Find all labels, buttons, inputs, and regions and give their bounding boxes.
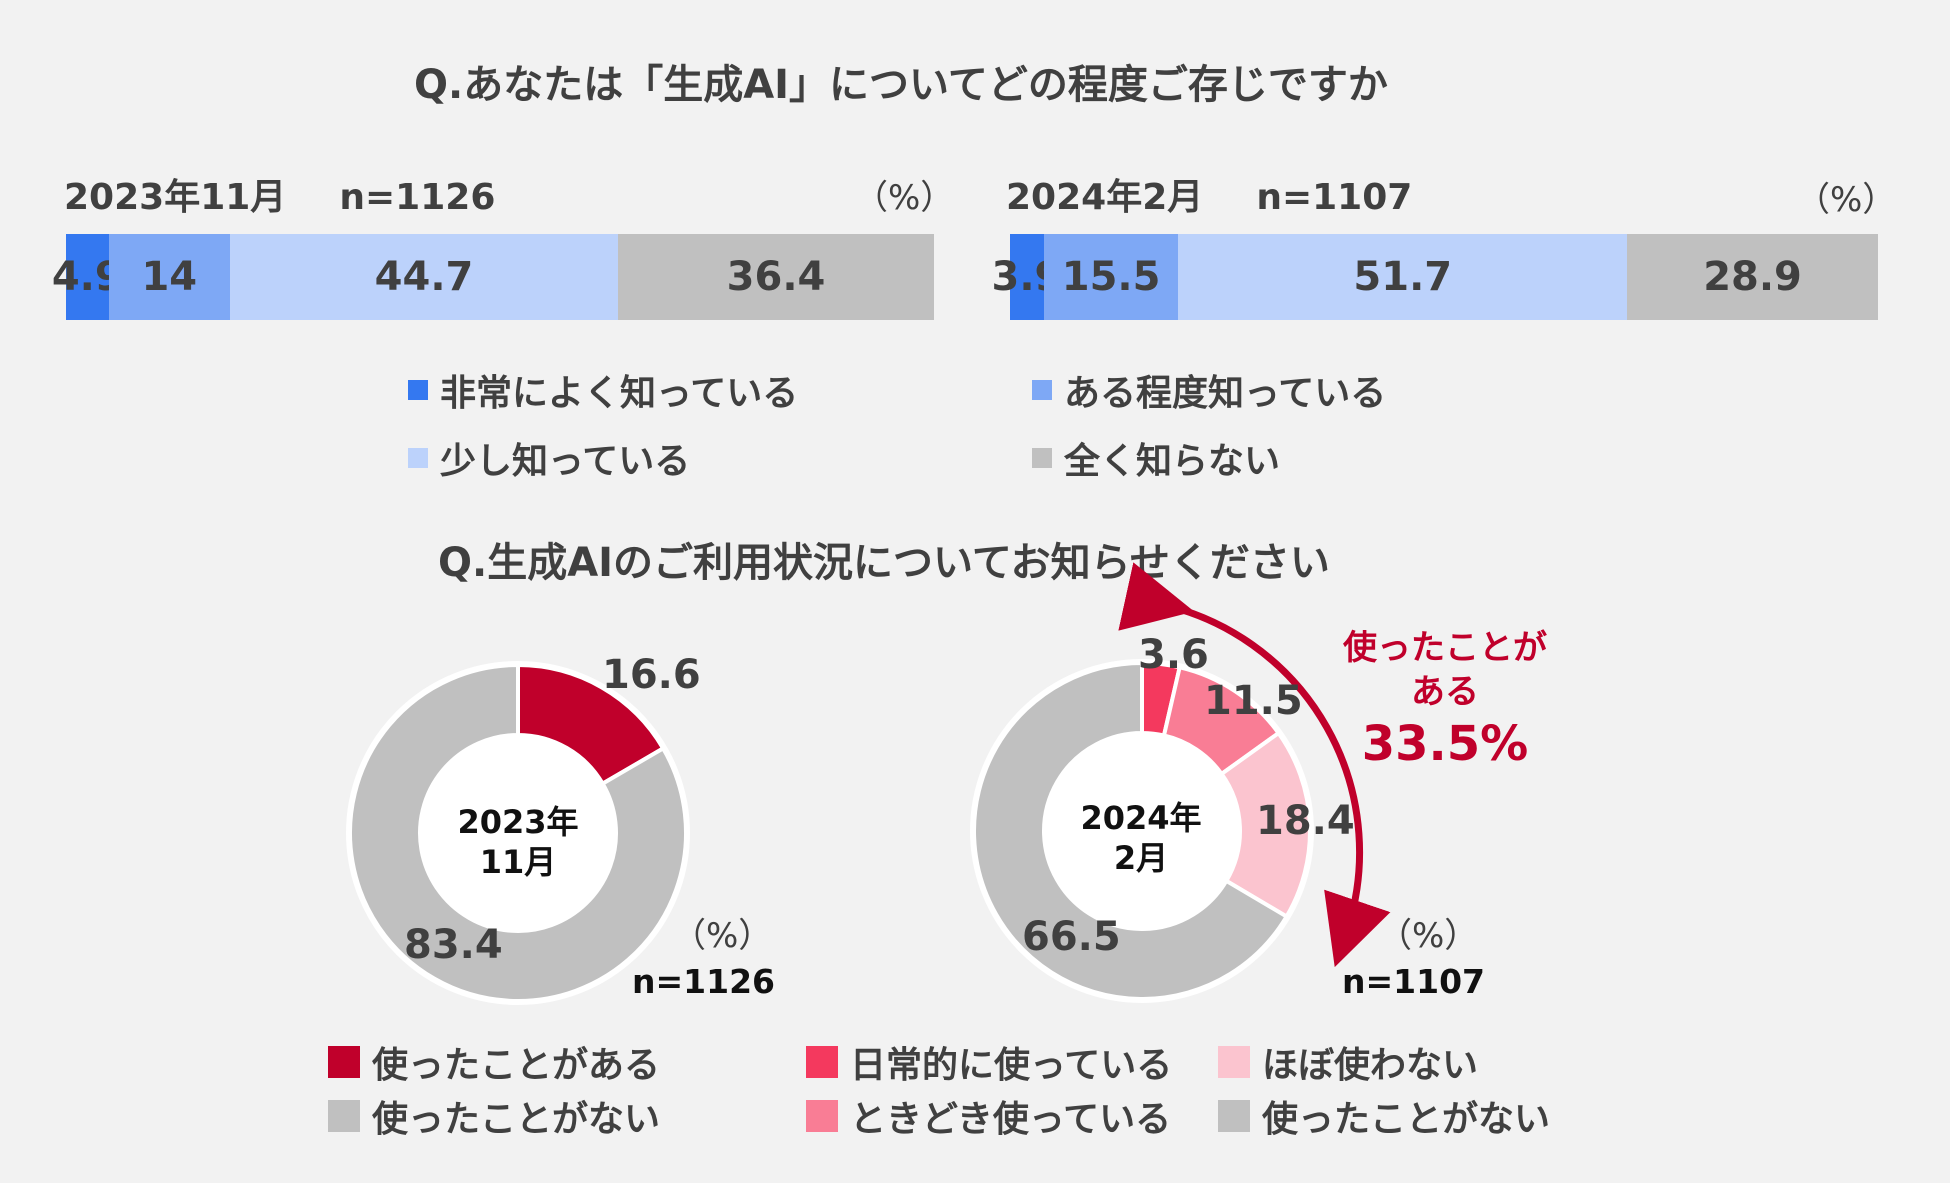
- donut-2023-n: n=1126: [632, 962, 775, 1001]
- legend-swatch-rarely: [1218, 1046, 1250, 1078]
- legend-item-rarely: ほぼ使わない: [1218, 1036, 1478, 1088]
- callout-value: 33.5%: [1361, 716, 1529, 772]
- donut-2024-label-daily: 3.6: [1138, 632, 1209, 678]
- donut-2024-label-rarely: 18.4: [1256, 798, 1355, 844]
- bar-2023-segment-somewhat: 14: [108, 234, 231, 320]
- bar-2024-segment-little: 51.7: [1178, 234, 1628, 320]
- bar-2023-value-little: 44.7: [374, 254, 474, 300]
- bar-2024-header: 2024年2月 n=1107: [1006, 168, 1412, 220]
- legend-item-used: 使ったことがある: [328, 1036, 660, 1088]
- legend-swatch-never-2023: [328, 1100, 360, 1132]
- bar-2023-header: 2023年11月 n=1126: [64, 168, 495, 220]
- legend-label-not-at-all: 全く知らない: [1064, 441, 1281, 482]
- donut-2023-center-line1: 2023年: [457, 803, 579, 841]
- donut-2023-label-never: 83.4: [404, 922, 503, 968]
- donut-2023-unit: （%）: [672, 916, 773, 956]
- callout-arc-arrow: [1118, 562, 1391, 968]
- legend-item-not-at-all: 全く知らない: [1032, 432, 1280, 484]
- legend-swatch-never-2024: [1218, 1100, 1250, 1132]
- bar-2024-value-somewhat: 15.5: [1061, 254, 1161, 300]
- legend-label-little: 少し知っている: [440, 441, 691, 482]
- bar-2024-value-not-at-all: 28.9: [1703, 254, 1802, 300]
- legend-item-daily: 日常的に使っている: [806, 1036, 1172, 1088]
- stacked-bar-2023: 4.9 14 44.7 36.4: [52, 234, 934, 320]
- callout-line2: ある: [1411, 672, 1479, 712]
- bar-2023-unit: （%）: [854, 178, 955, 218]
- legend-swatch-little: [408, 448, 428, 468]
- bar-2023-period: 2023年11月: [64, 177, 287, 218]
- legend-item-little: 少し知っている: [408, 432, 690, 484]
- donut-2024-center-line1: 2024年: [1080, 799, 1202, 837]
- bar-2023-segment-little: 44.7: [230, 234, 619, 320]
- bar-2024-period: 2024年2月: [1006, 177, 1204, 218]
- legend-swatch-somewhat: [1032, 380, 1052, 400]
- legend-item-never-2023: 使ったことがない: [328, 1090, 660, 1142]
- donut-2023-outer-ring: [346, 661, 690, 1005]
- donut-2024-label-sometimes: 11.5: [1204, 678, 1303, 724]
- bar-2024-value-little: 51.7: [1353, 254, 1453, 300]
- legend-swatch-very-well: [408, 380, 428, 400]
- legend-item-somewhat: ある程度知っている: [1032, 364, 1386, 416]
- legend-label-never-2024: 使ったことがない: [1262, 1099, 1551, 1140]
- legend-swatch-used: [328, 1046, 360, 1078]
- donut-2023-hole: [420, 735, 616, 931]
- bar-2023-segment-not-at-all: 36.4: [618, 234, 934, 320]
- bar-2024-segment-somewhat: 15.5: [1043, 234, 1179, 320]
- donut-2024-n: n=1107: [1342, 962, 1485, 1001]
- legend-label-rarely: ほぼ使わない: [1262, 1045, 1479, 1086]
- bar-2023-value-not-at-all: 36.4: [726, 254, 826, 300]
- legend-label-somewhat: ある程度知っている: [1064, 373, 1387, 414]
- bar-2024-segment-not-at-all: 28.9: [1627, 234, 1878, 320]
- legend-label-used: 使ったことがある: [372, 1045, 661, 1086]
- legend-item-sometimes: ときどき使っている: [806, 1090, 1171, 1142]
- bar-2023-value-somewhat: 14: [141, 254, 198, 300]
- legend-label-very-well: 非常によく知っている: [440, 373, 799, 414]
- donut-2023-center-line2: 11月: [479, 843, 557, 881]
- callout-used-total: 使ったことが ある 33.5%: [1320, 626, 1570, 774]
- donut-2024-label-never: 66.5: [1022, 914, 1121, 960]
- legend-label-daily: 日常的に使っている: [850, 1045, 1173, 1086]
- legend-swatch-sometimes: [806, 1100, 838, 1132]
- awareness-title: Q.あなたは「生成AI」についてどの程度ご存じですか: [414, 62, 1388, 108]
- donut-2023: [346, 661, 690, 1005]
- bar-2024-unit: （%）: [1796, 180, 1897, 220]
- legend-item-never-2024: 使ったことがない: [1218, 1090, 1550, 1142]
- legend-swatch-daily: [806, 1046, 838, 1078]
- legend-swatch-not-at-all: [1032, 448, 1052, 468]
- bar-2024-n: n=1107: [1256, 177, 1413, 218]
- legend-item-very-well: 非常によく知っている: [408, 364, 798, 416]
- donut-2023-label-used: 16.6: [602, 652, 701, 698]
- donut-2024-unit: （%）: [1378, 916, 1479, 956]
- donut-2024-center-label: 2024年 2月: [1066, 798, 1216, 878]
- callout-line1: 使ったことが: [1343, 628, 1547, 668]
- donut-2024-center-line2: 2月: [1113, 839, 1169, 877]
- legend-label-sometimes: ときどき使っている: [850, 1099, 1172, 1140]
- stacked-bar-2024: 3.9 15.5 51.7 28.9: [991, 234, 1878, 320]
- donut-2023-center-label: 2023年 11月: [443, 802, 593, 882]
- legend-label-never-2023: 使ったことがない: [372, 1099, 661, 1140]
- bar-2023-n: n=1126: [339, 177, 496, 218]
